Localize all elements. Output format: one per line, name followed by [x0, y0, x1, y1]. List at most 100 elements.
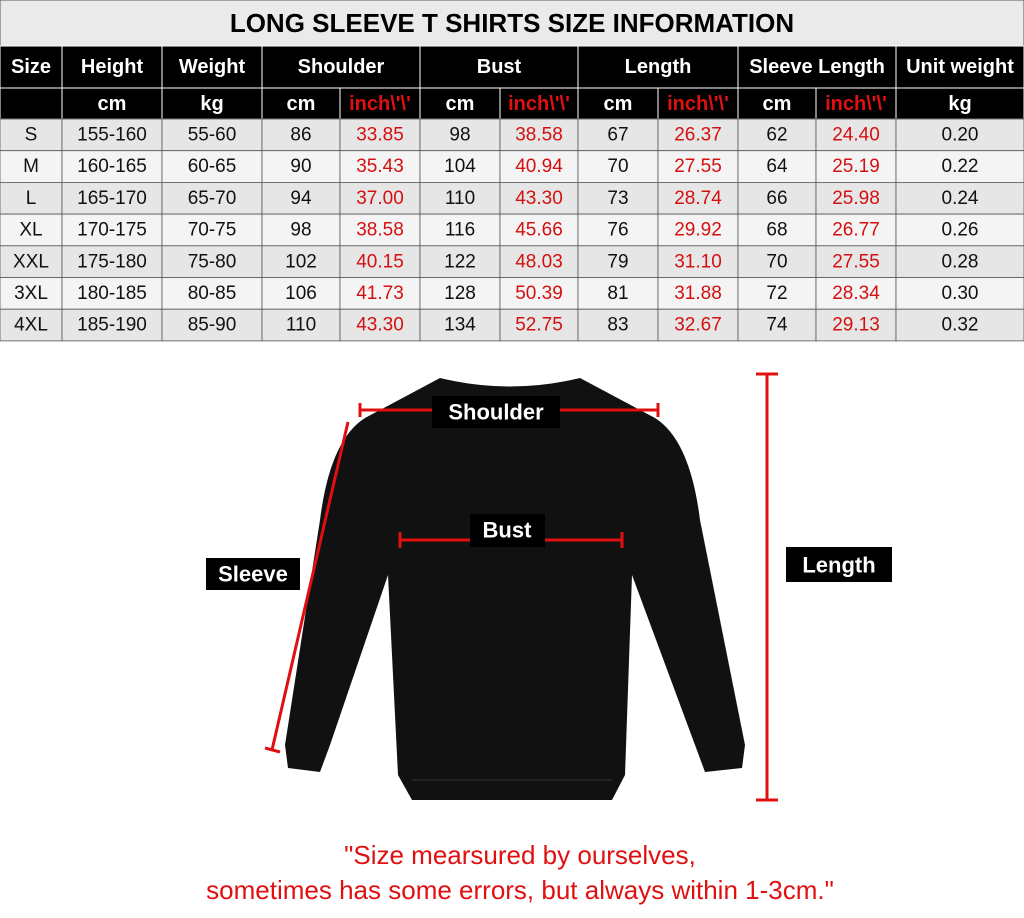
data-cell	[61, 308, 163, 342]
unit-cell	[0, 87, 63, 120]
data-text: 31.10	[674, 251, 722, 272]
header-cell	[737, 45, 897, 89]
unit-text: cm	[98, 93, 127, 115]
data-text: 0.26	[942, 220, 979, 241]
data-cell	[161, 118, 263, 152]
data-cell	[0, 118, 63, 152]
data-text: 60-65	[188, 156, 237, 177]
data-cell	[895, 245, 1024, 278]
data-cell	[577, 213, 659, 247]
data-cell	[261, 181, 341, 215]
data-text: 85-90	[188, 315, 237, 336]
data-cell	[737, 245, 817, 278]
data-cell	[499, 213, 579, 247]
label-box	[432, 396, 560, 428]
data-text: 50.39	[515, 283, 563, 304]
header-text: Length	[625, 56, 692, 78]
data-cell	[895, 181, 1024, 215]
data-cell	[737, 118, 817, 152]
header-cell	[419, 45, 579, 89]
unit-text: inch\'\'	[508, 93, 570, 115]
data-cell	[577, 118, 659, 152]
data-cell	[419, 118, 501, 152]
header-cell	[261, 45, 421, 89]
data-text: 27.55	[832, 251, 880, 272]
data-cell	[499, 118, 579, 152]
data-text: 102	[285, 251, 317, 272]
data-cell	[161, 181, 263, 215]
sleeve-line	[270, 421, 350, 751]
data-text: 65-70	[188, 188, 237, 209]
data-text: 0.22	[942, 156, 979, 177]
sleeve-cap	[264, 746, 281, 754]
header-cell	[895, 45, 1024, 89]
data-cell	[815, 245, 897, 278]
data-cell	[895, 118, 1024, 152]
unit-cell	[419, 87, 501, 120]
unit-cell	[657, 87, 739, 120]
data-text: 94	[290, 188, 312, 209]
data-text: 64	[766, 156, 788, 177]
data-cell	[815, 308, 897, 342]
unit-text: cm	[604, 93, 633, 115]
data-text: M	[23, 156, 39, 177]
data-text: 70-75	[188, 220, 237, 241]
data-text: XL	[19, 220, 42, 241]
data-cell	[737, 213, 817, 247]
unit-text: inch\'\'	[825, 93, 887, 115]
data-text: 62	[766, 125, 787, 146]
data-cell	[261, 308, 341, 342]
data-text: 0.24	[942, 188, 979, 209]
data-text: 86	[290, 125, 311, 146]
header-text: Bust	[477, 56, 522, 78]
data-text: 165-170	[77, 188, 147, 209]
unit-text: cm	[287, 93, 316, 115]
data-cell	[339, 213, 421, 247]
data-cell	[419, 181, 501, 215]
size-table: LONG SLEEVE T SHIRTS SIZE INFORMATION Siz…	[0, 0, 1024, 342]
data-text: 52.75	[515, 315, 563, 336]
shirt-diagram: Shoulder Bust Sleeve Length	[206, 372, 892, 802]
data-cell	[419, 308, 501, 342]
data-text: 90	[290, 156, 311, 177]
unit-text: inch\'\'	[667, 93, 729, 115]
unit-cell	[161, 87, 263, 120]
data-text: 32.67	[674, 315, 722, 336]
data-cell	[895, 277, 1024, 310]
data-text: 170-175	[77, 220, 147, 241]
data-text: 110	[445, 188, 475, 209]
data-text: 128	[444, 283, 476, 304]
data-text: 35.43	[356, 156, 404, 177]
data-text: 33.85	[356, 125, 404, 146]
data-text: 180-185	[77, 283, 147, 304]
title-cell	[0, 0, 1024, 47]
data-text: 28.74	[674, 188, 722, 209]
data-text: 55-60	[188, 125, 237, 146]
unit-cell	[577, 87, 659, 120]
data-cell	[0, 181, 63, 215]
data-text: 66	[766, 188, 787, 209]
data-text: 0.20	[942, 125, 979, 146]
data-text: 116	[445, 220, 475, 241]
data-cell	[815, 181, 897, 215]
header-text: Shoulder	[298, 56, 385, 78]
data-cell	[0, 277, 63, 310]
label-box	[206, 558, 300, 590]
data-text: 25.98	[832, 188, 880, 209]
unit-cell	[499, 87, 579, 120]
data-cell	[657, 181, 739, 215]
header-text: Height	[81, 56, 144, 78]
unit-text: kg	[948, 93, 971, 115]
data-text: 31.88	[674, 283, 722, 304]
data-cell	[499, 308, 579, 342]
data-cell	[61, 181, 163, 215]
header-text: Sleeve Length	[749, 56, 885, 78]
sleeve-label: Sleeve	[218, 562, 288, 587]
data-cell	[339, 308, 421, 342]
unit-text: cm	[446, 93, 475, 115]
data-cell	[737, 150, 817, 183]
unit-text: kg	[200, 93, 223, 115]
data-cell	[737, 277, 817, 310]
data-text: 29.92	[674, 220, 722, 241]
data-cell	[577, 308, 659, 342]
